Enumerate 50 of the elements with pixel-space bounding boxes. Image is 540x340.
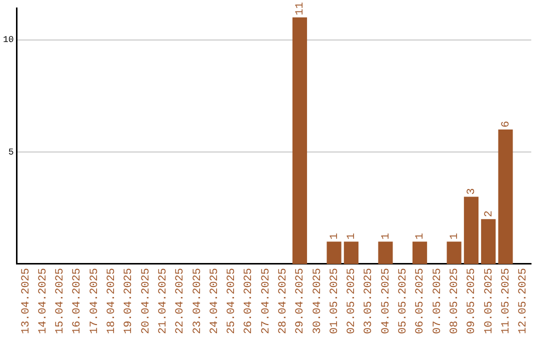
x-tick-label: 27.04.2025 — [260, 268, 272, 334]
x-tick-label: 25.04.2025 — [226, 268, 238, 334]
x-tick-label: 11.05.2025 — [500, 268, 512, 334]
x-tick-label: 16.04.2025 — [72, 268, 84, 334]
x-tick-label: 05.05.2025 — [398, 268, 410, 334]
x-tick-label: 14.04.2025 — [37, 268, 50, 334]
x-tick-label: 24.04.2025 — [208, 268, 221, 334]
x-tick-label: 09.05.2025 — [466, 268, 478, 334]
data-label: 1 — [346, 232, 358, 240]
bar — [344, 242, 358, 264]
x-tick-label: 28.04.2025 — [278, 268, 290, 334]
x-tick-label: 13.04.2025 — [20, 268, 32, 334]
x-tick-label: 10.05.2025 — [483, 268, 496, 334]
data-label: 1 — [414, 232, 427, 240]
data-label: 1 — [328, 232, 341, 240]
data-label: 3 — [466, 188, 478, 195]
x-tick-label: 03.05.2025 — [363, 268, 376, 334]
x-tick-label: 12.05.2025 — [518, 268, 530, 334]
x-tick-label: 01.05.2025 — [328, 268, 341, 334]
data-label: 2 — [483, 210, 496, 218]
x-tick-label: 02.05.2025 — [346, 268, 358, 334]
x-tick-label: 07.05.2025 — [432, 268, 444, 334]
data-label: 11 — [294, 2, 307, 16]
x-tick-label: 29.04.2025 — [294, 268, 307, 334]
data-label: 1 — [448, 232, 461, 240]
y-tick-label: 10 — [2, 35, 14, 46]
x-tick-label: 04.05.2025 — [380, 268, 392, 334]
x-tick-label: 18.04.2025 — [106, 268, 118, 334]
x-tick-label: 26.04.2025 — [243, 268, 256, 334]
y-tick-label: 5 — [8, 147, 14, 158]
x-tick-label: 19.04.2025 — [123, 268, 136, 334]
bar — [292, 17, 308, 264]
bar — [498, 129, 513, 264]
x-tick-label: 06.05.2025 — [414, 268, 427, 334]
bar — [446, 242, 462, 264]
x-tick-label: 21.04.2025 — [157, 268, 170, 334]
bar — [481, 219, 496, 264]
x-tick-label: 22.04.2025 — [174, 268, 187, 334]
x-tick-label: 20.04.2025 — [140, 268, 152, 334]
x-tick-label: 08.05.2025 — [448, 268, 461, 334]
bar — [412, 242, 428, 264]
x-tick-label: 15.04.2025 — [54, 268, 67, 334]
x-tick-label: 30.04.2025 — [312, 268, 324, 334]
x-tick-label: 23.04.2025 — [192, 268, 204, 334]
bar — [326, 242, 342, 264]
x-tick-label: 17.04.2025 — [88, 268, 101, 334]
data-label: 1 — [380, 232, 392, 240]
bar — [464, 196, 479, 264]
data-label: 6 — [500, 120, 512, 128]
bar — [378, 242, 393, 264]
